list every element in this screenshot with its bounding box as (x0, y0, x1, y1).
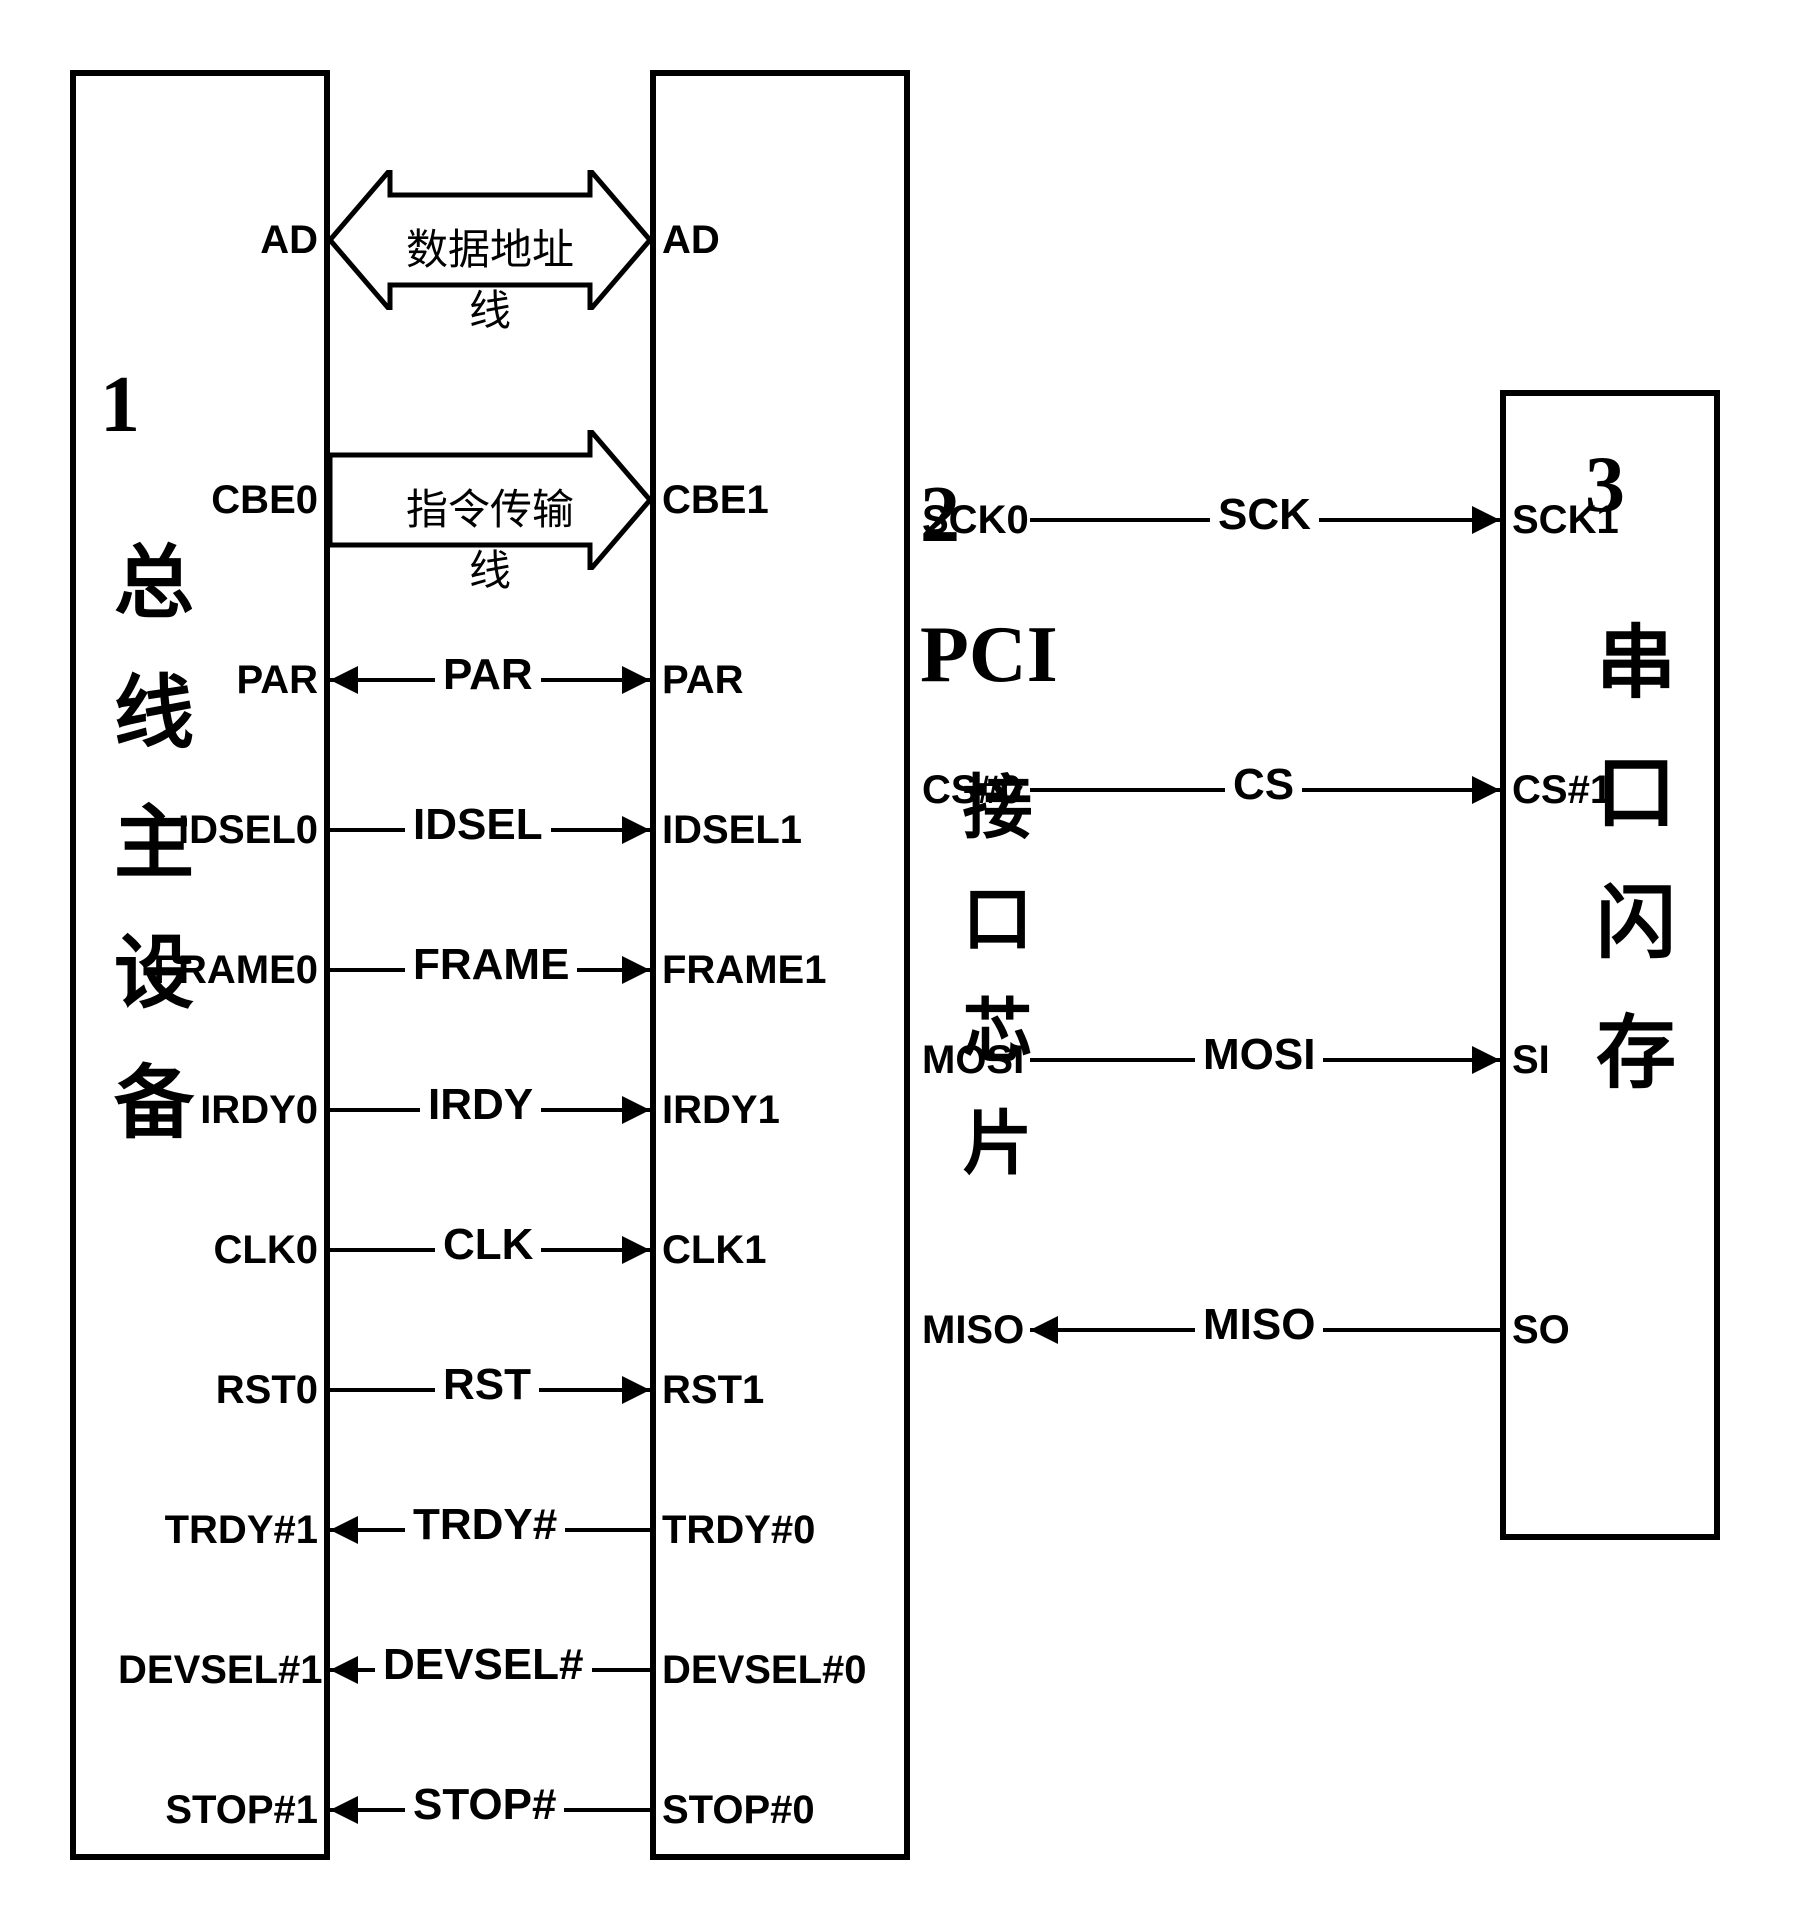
spi-arrow-l-3 (1030, 1316, 1058, 1344)
pci-left-pin-7: RST0 (118, 1368, 318, 1413)
pci-left-pin-5: IRDY0 (118, 1088, 318, 1133)
pci-arrow-r-6 (622, 1236, 650, 1264)
pci-right-pin-8: TRDY#0 (662, 1508, 815, 1553)
pci-left-pin-2: PAR (118, 658, 318, 703)
big-arrow-data-addr-label: 数据地址线 (400, 216, 580, 338)
pci-label-7: RST (435, 1360, 539, 1410)
spi-right-pin-3: SO (1512, 1308, 1570, 1353)
pci-arrow-r-3 (622, 816, 650, 844)
block3-title: 串口闪存 (1570, 620, 1686, 1140)
pci-right-pin-9: DEVSEL#0 (662, 1648, 867, 1693)
pci-arrow-r-2 (622, 666, 650, 694)
pci-left-pin-10: STOP#1 (118, 1788, 318, 1833)
spi-arrow-r-1 (1472, 776, 1500, 804)
pci-left-pin-8: TRDY#1 (118, 1508, 318, 1553)
pci-left-pin-3: IDSEL0 (118, 808, 318, 853)
pci-right-pin-3: IDSEL1 (662, 808, 802, 853)
pci-label-4: FRAME (405, 940, 577, 990)
pci-arrow-r-4 (622, 956, 650, 984)
pci-right-pin-2: PAR (662, 658, 743, 703)
block2-pci-label: PCI (920, 610, 1058, 701)
pci-right-pin-10: STOP#0 (662, 1788, 815, 1833)
pci-label-9: DEVSEL# (375, 1640, 592, 1690)
pci-left-pin-0: AD (118, 218, 318, 263)
pci-left-pin-4: FRAME0 (118, 948, 318, 993)
pci-left-pin-6: CLK0 (118, 1228, 318, 1273)
pci-right-pin-0: AD (662, 218, 720, 263)
pci-right-pin-7: RST1 (662, 1368, 764, 1413)
spi-label-2: MOSI (1195, 1030, 1323, 1080)
pci-right-pin-5: IRDY1 (662, 1088, 780, 1133)
spi-right-pin-2: SI (1512, 1038, 1550, 1083)
pci-arrow-l-9 (330, 1656, 358, 1684)
pci-right-pin-6: CLK1 (662, 1228, 766, 1273)
block2-title: 接口芯片 (940, 770, 1041, 1218)
pci-label-2: PAR (435, 650, 541, 700)
pci-label-3: IDSEL (405, 800, 551, 850)
pci-left-pin-9: DEVSEL#1 (118, 1648, 318, 1693)
spi-right-pin-0: SCK1 (1512, 498, 1619, 543)
pci-label-10: STOP# (405, 1780, 564, 1830)
pci-right-pin-1: CBE1 (662, 478, 769, 523)
pci-arrow-l-2 (330, 666, 358, 694)
pci-arrow-r-5 (622, 1096, 650, 1124)
pci-arrow-l-8 (330, 1516, 358, 1544)
spi-arrow-r-2 (1472, 1046, 1500, 1074)
spi-label-3: MISO (1195, 1300, 1323, 1350)
pci-label-5: IRDY (420, 1080, 541, 1130)
pci-label-8: TRDY# (405, 1500, 565, 1550)
spi-label-0: SCK (1210, 490, 1319, 540)
spi-label-1: CS (1225, 760, 1302, 810)
pci-arrow-r-7 (622, 1376, 650, 1404)
spi-arrow-r-0 (1472, 506, 1500, 534)
block1-number: 1 (100, 360, 140, 451)
pci-left-pin-1: CBE0 (118, 478, 318, 523)
pci-arrow-l-10 (330, 1796, 358, 1824)
pci-right-pin-4: FRAME1 (662, 948, 826, 993)
pci-label-6: CLK (435, 1220, 541, 1270)
big-arrow-cmd-label: 指令传输线 (400, 476, 580, 598)
spi-right-pin-1: CS#1 (1512, 768, 1612, 813)
